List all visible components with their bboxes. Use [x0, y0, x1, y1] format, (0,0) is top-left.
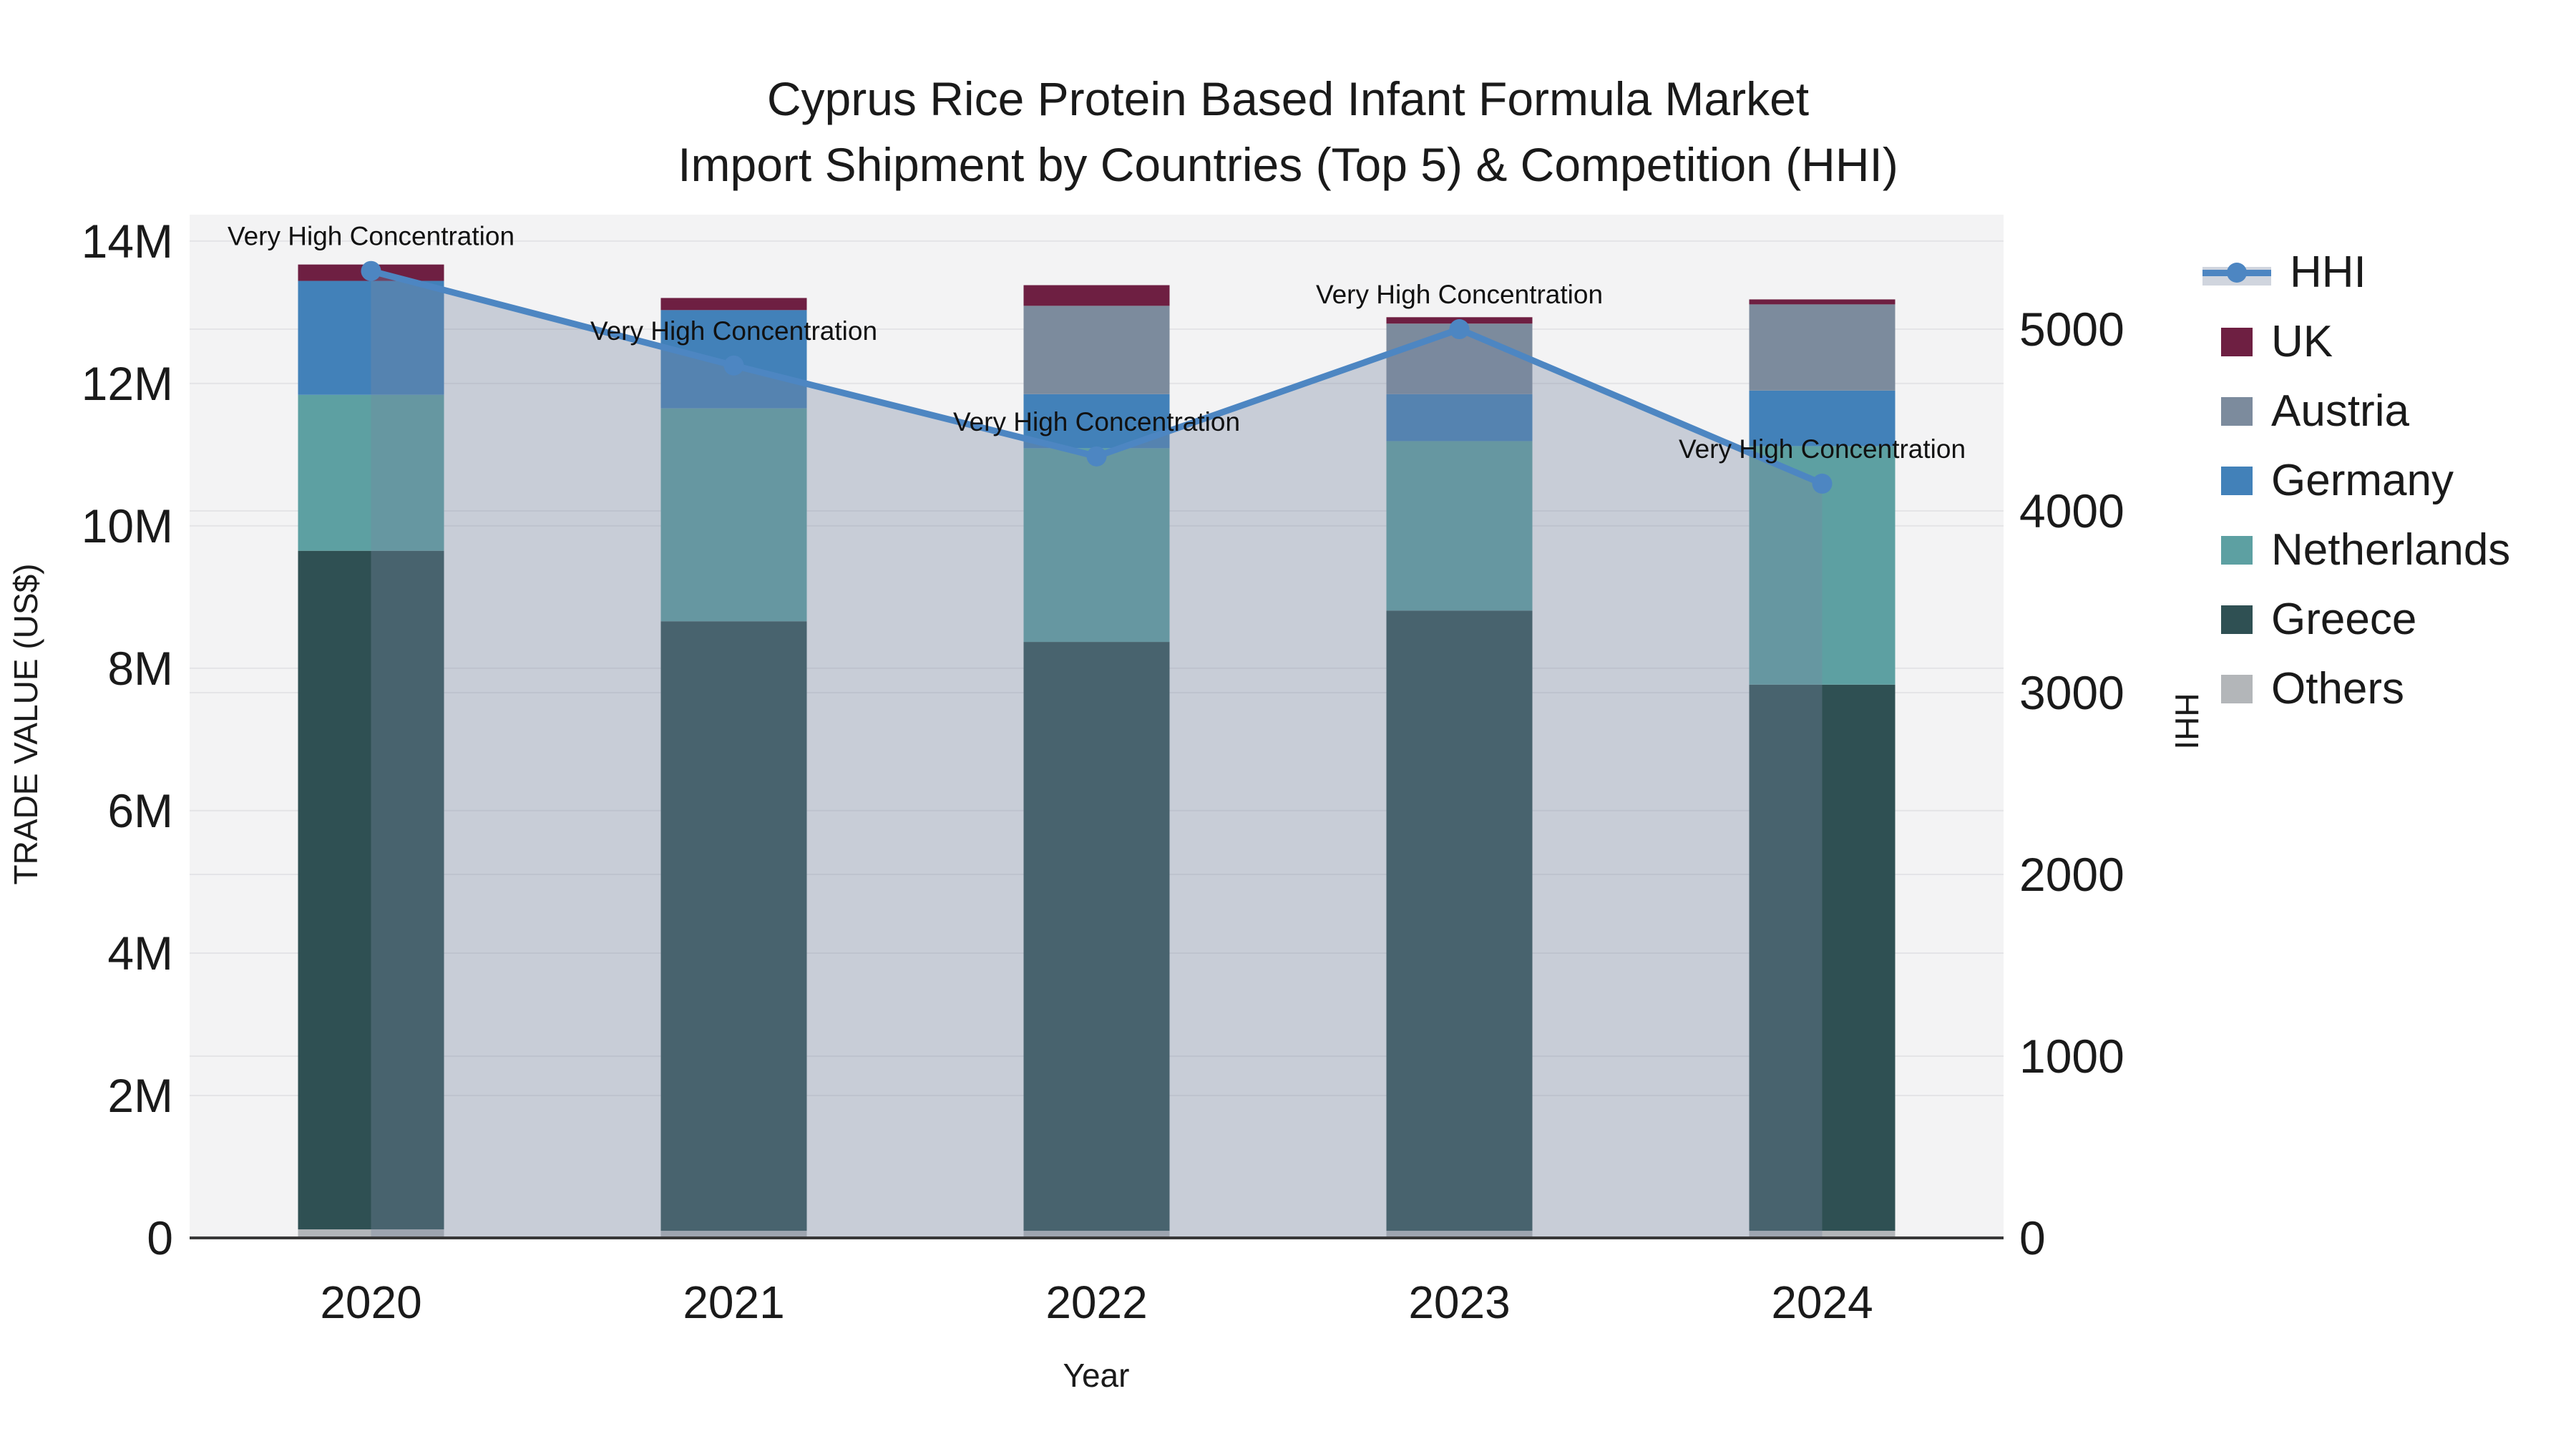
bar-segment-germany-2023[interactable]: [1386, 394, 1533, 441]
legend-swatch-netherlands: [2221, 535, 2253, 565]
bar-segment-netherlands-2020[interactable]: [298, 394, 444, 551]
legend-swatch-uk: [2221, 327, 2253, 356]
bar-segment-greece-2024[interactable]: [1749, 684, 1896, 1231]
legend-label-uk: UK: [2271, 317, 2333, 366]
bar-segment-austria-2024[interactable]: [1749, 304, 1896, 391]
hhi-marker-2021[interactable]: [723, 355, 744, 376]
legend-swatch-germany: [2221, 466, 2253, 495]
bar-segment-greece-2023[interactable]: [1386, 610, 1533, 1231]
legend-item-netherlands[interactable]: Netherlands: [2202, 515, 2510, 585]
legend-item-austria[interactable]: Austria: [2202, 376, 2510, 446]
hhi-line-legend-icon: [2202, 251, 2271, 294]
legend-item-hhi[interactable]: HHI: [2202, 238, 2510, 307]
legend-label-austria: Austria: [2271, 386, 2409, 436]
hhi-annotation-2024: Very High Concentration: [1679, 434, 1966, 464]
legend-swatch-greece: [2221, 605, 2253, 634]
chart-title-line-2: Import Shipment by Countries (Top 5) & C…: [678, 138, 1898, 191]
bar-segment-greece-2021[interactable]: [660, 621, 807, 1231]
bar-segment-netherlands-2021[interactable]: [660, 408, 807, 622]
legend-label-greece: Greece: [2271, 595, 2417, 644]
legend-item-others[interactable]: Others: [2202, 654, 2510, 723]
bar-segment-uk-2021[interactable]: [660, 298, 807, 311]
legend-item-greece[interactable]: Greece: [2202, 585, 2510, 654]
chart-title-line-1: Cyprus Rice Protein Based Infant Formula…: [766, 72, 1810, 125]
hhi-annotation-2020: Very High Concentration: [228, 222, 514, 251]
y-left-tick-label-6M: 6M: [107, 784, 173, 837]
legend-item-uk[interactable]: UK: [2202, 307, 2510, 376]
y-right-tick-label-1000: 1000: [2019, 1030, 2124, 1083]
bar-segment-others-2022[interactable]: [1023, 1231, 1170, 1238]
bar-segment-others-2023[interactable]: [1386, 1231, 1533, 1238]
x-tick-label-2020[interactable]: 2020: [320, 1277, 421, 1328]
hhi-marker-2022[interactable]: [1086, 446, 1107, 467]
bar-segment-greece-2020[interactable]: [298, 550, 444, 1230]
y-left-tick-label-0: 0: [147, 1211, 173, 1264]
bar-segment-netherlands-2022[interactable]: [1023, 448, 1170, 643]
bar-segment-austria-2022[interactable]: [1023, 306, 1170, 394]
bar-segment-germany-2024[interactable]: [1749, 390, 1896, 447]
hhi-marker-2020[interactable]: [361, 260, 381, 281]
x-axis-title: Year: [1063, 1357, 1130, 1394]
hhi-marker-2023[interactable]: [1449, 319, 1470, 340]
legend-swatch-austria: [2221, 396, 2253, 426]
legend-label-netherlands: Netherlands: [2271, 525, 2511, 575]
legend: HHI UK Austria Germany Netherlands Greece Othe…: [2202, 238, 2510, 723]
x-tick-label-2021[interactable]: 2021: [683, 1277, 784, 1328]
y-left-tick-label-2M: 2M: [107, 1069, 173, 1122]
y-right-tick-label-4000: 4000: [2019, 484, 2124, 537]
bar-segment-greece-2022[interactable]: [1023, 642, 1170, 1231]
hhi-annotation-2022: Very High Concentration: [953, 407, 1240, 436]
y-left-tick-label-4M: 4M: [107, 927, 173, 980]
legend-label-germany: Germany: [2271, 456, 2454, 505]
y-axis-left-title: TRADE VALUE (US$): [7, 563, 44, 884]
y-left-tick-label-8M: 8M: [107, 642, 173, 695]
bar-segment-others-2021[interactable]: [660, 1231, 807, 1238]
x-tick-label-2023[interactable]: 2023: [1408, 1277, 1510, 1328]
bar-segment-germany-2020[interactable]: [298, 280, 444, 395]
y-axis-right-title: HHI: [2168, 693, 2205, 749]
x-tick-label-2024[interactable]: 2024: [1771, 1277, 1873, 1328]
hhi-annotation-2023: Very High Concentration: [1316, 280, 1603, 309]
y-right-tick-label-0: 0: [2019, 1211, 2046, 1264]
y-left-tick-label-12M: 12M: [82, 357, 173, 410]
y-right-tick-label-3000: 3000: [2019, 666, 2124, 719]
hhi-marker-2024[interactable]: [1812, 473, 1833, 494]
hhi-area-fill: [371, 270, 1823, 1238]
legend-item-germany[interactable]: Germany: [2202, 446, 2510, 515]
hhi-annotation-2021: Very High Concentration: [590, 316, 877, 346]
bar-segment-netherlands-2023[interactable]: [1386, 441, 1533, 611]
legend-label-others: Others: [2271, 664, 2405, 713]
y-right-tick-label-2000: 2000: [2019, 848, 2124, 901]
legend-swatch-others: [2221, 674, 2253, 703]
bar-segment-others-2020[interactable]: [298, 1229, 444, 1238]
bar-segment-uk-2022[interactable]: [1023, 285, 1170, 306]
y-left-tick-label-10M: 10M: [82, 499, 173, 552]
x-tick-label-2022[interactable]: 2022: [1045, 1277, 1147, 1328]
legend-label-hhi: HHI: [2290, 248, 2366, 297]
bar-segment-others-2024[interactable]: [1749, 1231, 1896, 1238]
y-left-tick-label-14M: 14M: [82, 215, 173, 268]
bar-segment-uk-2024[interactable]: [1749, 299, 1896, 305]
y-right-tick-label-5000: 5000: [2019, 303, 2124, 356]
